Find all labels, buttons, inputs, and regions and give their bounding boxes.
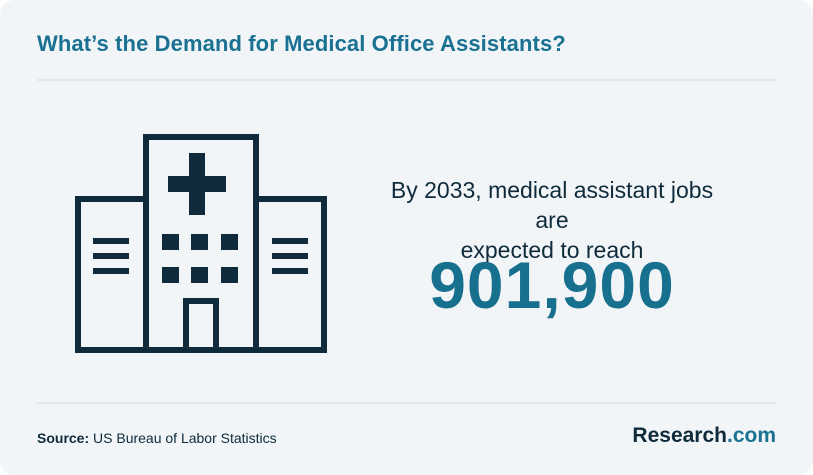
stat-value: 901,900 <box>429 248 675 322</box>
source-text: US Bureau of Labor Statistics <box>89 430 277 446</box>
page-title: What’s the Demand for Medical Office Ass… <box>37 31 566 56</box>
brand-tld: .com <box>726 424 776 447</box>
source-label: Source: <box>37 430 90 446</box>
brand-logo: Research.com <box>632 424 776 448</box>
stat-description-line-2: expected to reach <box>460 237 644 263</box>
hospital-icon <box>75 134 327 353</box>
stat-description-line-1: By 2033, medical assistant jobs are <box>390 177 714 233</box>
bottom-divider <box>37 402 776 404</box>
stat-description: By 2033, medical assistant jobs are expe… <box>372 175 732 265</box>
top-divider <box>37 79 776 81</box>
source-credit: Source: US Bureau of Labor Statistics <box>37 430 277 446</box>
brand-name: Research <box>632 424 727 447</box>
